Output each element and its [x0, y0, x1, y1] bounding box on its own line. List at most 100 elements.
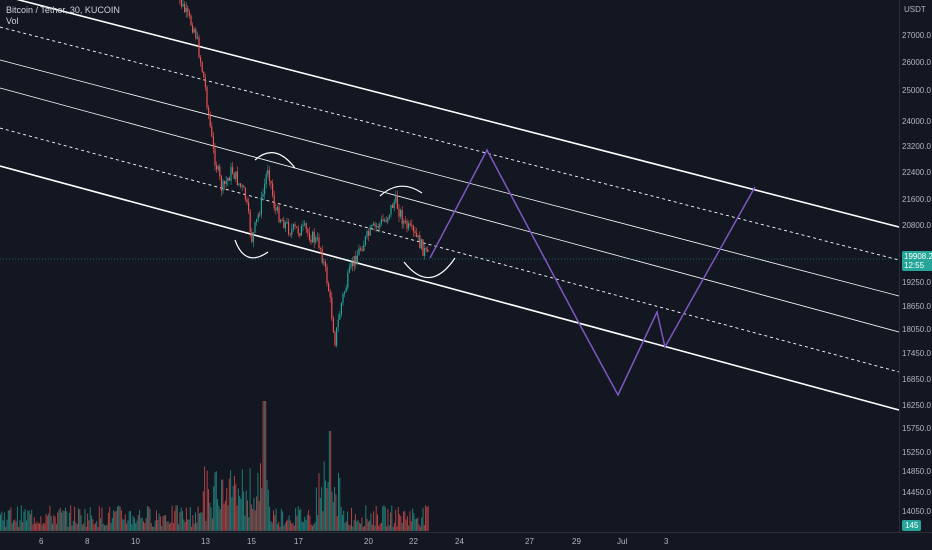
- volume-bar: [133, 517, 135, 531]
- volume-bar: [146, 506, 148, 531]
- volume-bar: [323, 461, 325, 531]
- volume-bar: [68, 512, 70, 531]
- candle-body: [361, 249, 363, 251]
- candle-body: [417, 235, 419, 237]
- volume-bar: [374, 525, 376, 531]
- candle-body: [416, 232, 418, 237]
- candle-body: [185, 7, 187, 12]
- candle-body: [401, 210, 403, 224]
- volume-bar: [88, 520, 90, 531]
- volume-bar: [335, 494, 337, 531]
- time-axis[interactable]: 6 8 10 13 15 17 20 22 24 27 29 Jul 3: [0, 532, 932, 550]
- descending-channel[interactable]: [0, 0, 900, 411]
- candle-body: [318, 237, 320, 249]
- volume-bar: [235, 484, 237, 531]
- volume-bar: [265, 401, 267, 531]
- candle-body: [419, 235, 421, 249]
- candle-body: [195, 29, 197, 39]
- candle-body: [203, 71, 205, 78]
- candle-body: [275, 208, 277, 211]
- volume-bar: [358, 522, 360, 531]
- volume-bar: [180, 507, 182, 531]
- time-tick-label: 15: [247, 537, 256, 546]
- candle-body: [307, 229, 309, 233]
- candle-body: [299, 233, 301, 236]
- volume-bar: [383, 505, 385, 531]
- volume-bar: [31, 509, 33, 531]
- volume-bar: [276, 524, 278, 531]
- candle-body: [388, 214, 390, 218]
- volume-bar: [300, 508, 302, 531]
- candle-body: [313, 231, 315, 243]
- candle-body: [272, 183, 274, 196]
- volume-bar: [219, 509, 221, 531]
- volume-bar: [182, 511, 183, 531]
- volume-bar: [314, 522, 316, 531]
- volume-bar: [236, 505, 238, 531]
- price-axis[interactable]: USDT 27000.0 26000.0 25000.0 24000.0 23200.0…: [899, 0, 932, 532]
- candle-body: [352, 262, 354, 267]
- volume-bar: [131, 524, 133, 531]
- volume-bar: [416, 518, 417, 531]
- candle-body: [260, 197, 262, 215]
- volume-bar: [118, 505, 120, 531]
- swing-annotations[interactable]: [234, 152, 456, 279]
- candle-body: [312, 231, 314, 243]
- volume-bar: [185, 507, 187, 531]
- volume-bar: [258, 501, 260, 531]
- volume-bar: [367, 521, 369, 531]
- volume-bar: [364, 526, 365, 531]
- volume-bar: [80, 515, 82, 531]
- candle-body: [398, 208, 400, 217]
- volume-bar: [1, 511, 3, 531]
- volume-bar: [269, 506, 271, 531]
- candle-body: [280, 219, 282, 223]
- candle-body: [296, 226, 298, 228]
- volume-bar: [5, 526, 7, 531]
- volume-legend[interactable]: Vol: [6, 16, 19, 26]
- volume-bar: [7, 510, 9, 531]
- volume-bar: [72, 520, 74, 531]
- candle-body: [353, 255, 355, 267]
- volume-bar: [128, 511, 130, 531]
- candle-body: [324, 261, 326, 267]
- volume-bar: [388, 525, 390, 531]
- candle-body: [404, 220, 406, 222]
- volume-bar: [46, 515, 48, 531]
- candle-body: [228, 177, 230, 181]
- volume-tag: 145: [902, 520, 922, 531]
- candle-body: [336, 327, 338, 346]
- volume-bar: [57, 512, 59, 531]
- volume-bar: [371, 524, 373, 531]
- volume-bar: [179, 512, 181, 531]
- candle-body: [334, 332, 336, 346]
- symbol-title[interactable]: Bitcoin / Tether, 30, KUCOIN: [6, 5, 120, 15]
- volume-bar: [66, 511, 68, 531]
- volume-bar: [390, 512, 391, 531]
- candle-body: [323, 261, 325, 263]
- volume-bar: [144, 523, 146, 531]
- volume-bar: [297, 506, 299, 531]
- volume-bar: [206, 470, 208, 531]
- volume-bar: [248, 517, 250, 531]
- volume-bar: [175, 505, 177, 531]
- volume-bar: [302, 522, 304, 531]
- price-tick-label: 21600.0: [902, 195, 931, 204]
- volume-bar: [239, 495, 241, 531]
- volume-bar: [336, 516, 338, 531]
- volume-bar: [338, 472, 339, 531]
- volume-bar: [375, 505, 377, 531]
- volume-bar: [400, 516, 402, 531]
- channel-upper-line: [16, 0, 900, 228]
- volume-bar: [234, 475, 235, 531]
- volume-bar: [143, 521, 144, 531]
- candle-body: [193, 29, 195, 33]
- volume-bar: [217, 498, 219, 531]
- candle-body: [356, 255, 358, 265]
- volume-bar: [106, 524, 108, 531]
- projection-path[interactable]: [429, 148, 756, 397]
- candlesticks: [179, 0, 429, 348]
- candle-body: [369, 226, 371, 236]
- channel-inner-line: [0, 59, 900, 297]
